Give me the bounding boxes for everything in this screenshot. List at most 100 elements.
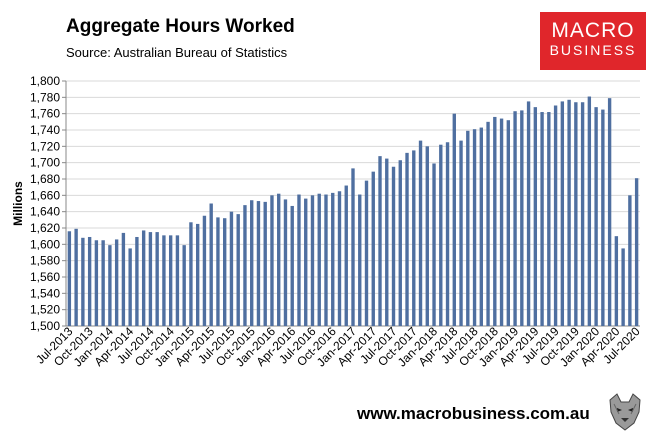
bar <box>324 194 328 326</box>
y-axis-label: Millions <box>11 181 25 226</box>
bar <box>418 140 423 326</box>
bar <box>67 231 72 326</box>
bar <box>472 129 477 326</box>
bar <box>121 232 126 326</box>
bar <box>337 191 342 326</box>
bar <box>101 240 105 326</box>
bar <box>587 96 592 327</box>
y-tick-label: 1,680 <box>30 172 60 186</box>
bar <box>479 127 483 326</box>
bar <box>486 121 490 326</box>
bar <box>162 235 166 326</box>
bar <box>87 236 92 326</box>
bar <box>128 248 132 326</box>
bar <box>547 112 551 327</box>
bar <box>229 211 234 326</box>
bar <box>358 194 362 326</box>
macrobusiness-logo: MACRO BUSINESS <box>540 12 646 70</box>
bar <box>560 101 565 327</box>
bar <box>223 218 227 326</box>
bar <box>452 113 456 327</box>
bar <box>304 198 308 326</box>
bar <box>189 222 193 326</box>
chart-subtitle: Source: Australian Bureau of Statistics <box>66 45 288 60</box>
bar <box>270 195 274 326</box>
bar <box>263 201 267 326</box>
bar <box>607 98 612 327</box>
bar <box>344 185 348 326</box>
bar <box>108 245 112 326</box>
bar <box>148 232 153 326</box>
bar <box>216 217 220 326</box>
bar <box>432 163 436 326</box>
bar <box>310 195 315 326</box>
y-tick-label: 1,720 <box>30 139 60 153</box>
bar <box>297 194 301 326</box>
y-tick-label: 1,660 <box>30 188 60 202</box>
bar <box>439 144 443 326</box>
bar <box>533 107 538 326</box>
bar <box>141 230 146 326</box>
bar <box>391 166 396 326</box>
bar <box>493 116 497 326</box>
bar <box>445 142 450 326</box>
bar <box>135 236 139 326</box>
bar <box>182 245 186 326</box>
bar <box>385 158 389 326</box>
bar <box>250 200 254 326</box>
bar <box>371 171 375 326</box>
bar <box>574 102 578 326</box>
y-tick-label: 1,600 <box>30 237 60 251</box>
bar <box>405 152 409 326</box>
bar <box>601 109 605 326</box>
y-tick-label: 1,500 <box>30 319 60 333</box>
bar <box>202 215 207 326</box>
bar <box>540 112 544 327</box>
bar <box>466 130 470 326</box>
y-tick-label: 1,580 <box>30 254 60 268</box>
bar <box>594 107 598 326</box>
bar <box>628 195 632 326</box>
bar <box>378 156 382 326</box>
bar <box>634 178 639 326</box>
bar <box>256 201 261 326</box>
y-tick-label: 1,620 <box>30 221 60 235</box>
bar <box>290 205 294 326</box>
bar <box>168 235 173 326</box>
chart-title: Aggregate Hours Worked <box>66 16 295 37</box>
y-tick-label: 1,520 <box>30 303 60 317</box>
bar <box>277 193 281 326</box>
bar <box>331 192 335 326</box>
bar <box>155 232 159 326</box>
bar <box>506 120 511 326</box>
bar <box>621 248 625 326</box>
bar <box>94 240 99 326</box>
bar <box>317 193 321 326</box>
bar <box>351 168 355 326</box>
bar <box>209 203 213 326</box>
bar <box>553 105 558 326</box>
footer-url[interactable]: www.macrobusiness.com.au <box>357 404 590 423</box>
bar <box>243 205 247 326</box>
bar <box>74 228 78 326</box>
bar <box>195 223 200 326</box>
wolf-mascot-icon <box>604 392 646 432</box>
y-tick-label: 1,640 <box>30 205 60 219</box>
logo-line-1: MACRO <box>551 19 635 42</box>
bar <box>236 214 240 326</box>
bar <box>520 110 524 327</box>
bar <box>114 239 119 326</box>
bar <box>81 237 85 326</box>
bar <box>580 102 585 326</box>
y-tick-label: 1,780 <box>30 90 60 104</box>
bar <box>513 111 517 326</box>
bar <box>614 236 619 326</box>
bar <box>499 118 504 326</box>
y-tick-label: 1,700 <box>30 156 60 170</box>
bar <box>526 101 531 327</box>
bar <box>567 99 571 327</box>
y-tick-label: 1,760 <box>30 107 60 121</box>
bar <box>175 235 180 326</box>
bar <box>364 180 369 326</box>
